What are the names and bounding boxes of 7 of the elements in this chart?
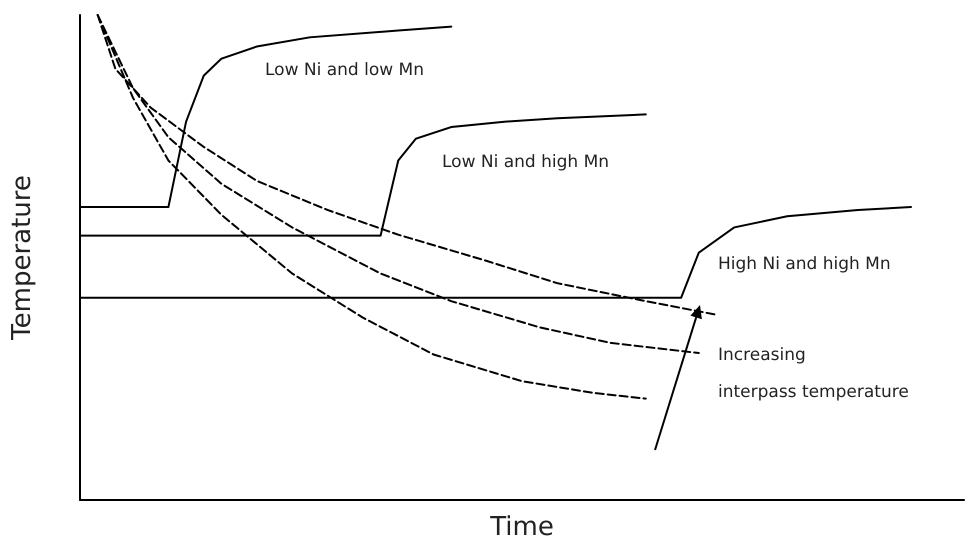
annotation: Low Ni and high Mn — [442, 152, 610, 172]
annotation: High Ni and high Mn — [718, 254, 891, 274]
annotation: interpass temperature — [718, 382, 909, 402]
y-axis-title: Temperature — [7, 175, 37, 341]
annotation: Increasing — [718, 345, 806, 365]
annotation: Low Ni and low Mn — [265, 60, 424, 80]
x-axis-title: Time — [489, 512, 554, 542]
